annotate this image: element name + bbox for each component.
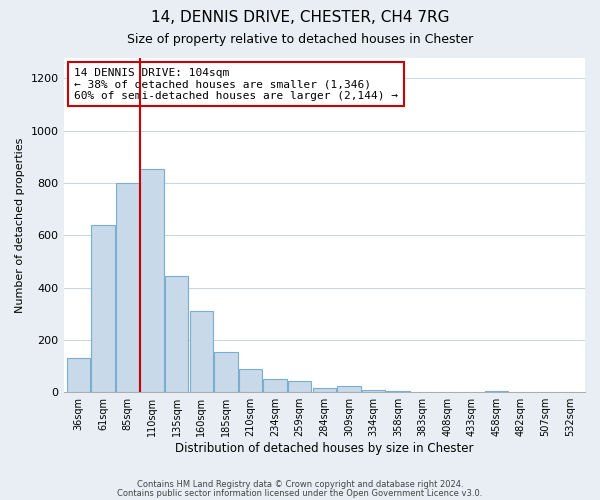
Bar: [190, 311, 213, 392]
Bar: [313, 388, 336, 392]
Bar: [485, 391, 508, 392]
Bar: [116, 183, 139, 392]
Bar: [67, 358, 90, 392]
X-axis label: Distribution of detached houses by size in Chester: Distribution of detached houses by size …: [175, 442, 473, 455]
Text: 14 DENNIS DRIVE: 104sqm
← 38% of detached houses are smaller (1,346)
60% of semi: 14 DENNIS DRIVE: 104sqm ← 38% of detache…: [74, 68, 398, 100]
Bar: [362, 390, 385, 392]
Bar: [239, 368, 262, 392]
Bar: [263, 378, 287, 392]
Bar: [91, 225, 115, 392]
Text: Contains public sector information licensed under the Open Government Licence v3: Contains public sector information licen…: [118, 488, 482, 498]
Bar: [140, 168, 164, 392]
Text: Size of property relative to detached houses in Chester: Size of property relative to detached ho…: [127, 32, 473, 46]
Text: 14, DENNIS DRIVE, CHESTER, CH4 7RG: 14, DENNIS DRIVE, CHESTER, CH4 7RG: [151, 10, 449, 25]
Bar: [165, 276, 188, 392]
Y-axis label: Number of detached properties: Number of detached properties: [15, 137, 25, 312]
Bar: [288, 381, 311, 392]
Bar: [214, 352, 238, 392]
Text: Contains HM Land Registry data © Crown copyright and database right 2024.: Contains HM Land Registry data © Crown c…: [137, 480, 463, 489]
Bar: [337, 386, 361, 392]
